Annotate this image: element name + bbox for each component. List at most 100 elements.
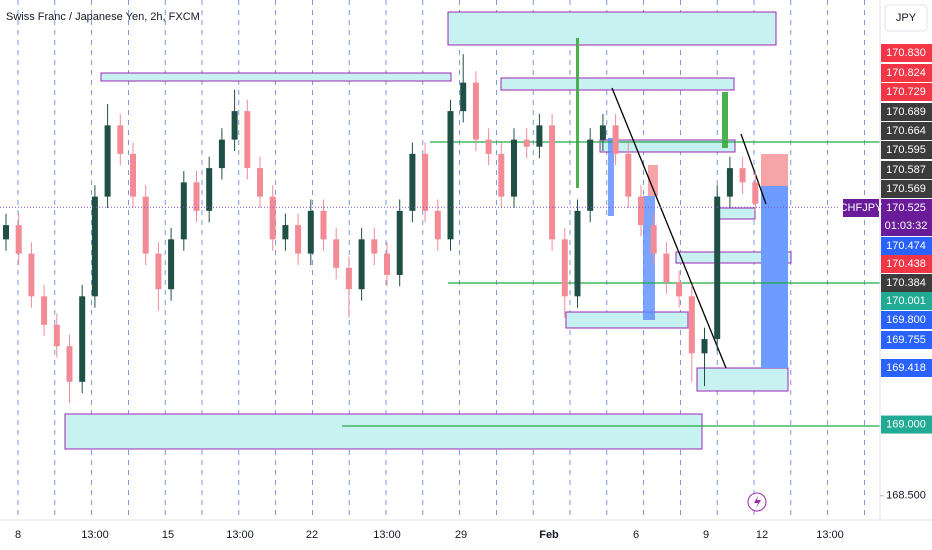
candle-body [638,196,644,226]
candle-body [244,111,251,169]
trend-line [611,87,727,369]
zone [500,77,735,91]
price-tag-label: 170.830 [886,47,926,59]
candle-body [320,210,327,240]
currency-label[interactable]: JPY [896,12,917,24]
candle-body [574,210,581,297]
candle-body [536,125,543,147]
candle-body [422,153,429,211]
zone [675,251,792,264]
price-tag-label: 170.824 [886,67,926,79]
candle-body [130,153,136,197]
candle-body [612,125,619,154]
price-tag [881,122,932,140]
candle-body [650,225,657,254]
candle-body [447,111,454,240]
price-tag-label: 170.474 [886,240,926,252]
candle-body [345,267,352,290]
price-tag-label: 169.800 [886,314,926,326]
candle-body [41,296,48,325]
candle-body [28,253,35,297]
price-tag-label: 169.755 [886,334,926,346]
price-tag-label: 170.438 [886,258,926,270]
candle-body [434,210,441,240]
price-tag [881,141,932,159]
candle-body [269,196,276,240]
zones [64,11,792,450]
candle-body [231,111,238,140]
candle-body [295,225,302,254]
zone [696,367,789,392]
candle-body [599,125,606,140]
price-tag-label: 170.729 [886,86,926,98]
current-price-label: 170.525 [886,202,926,214]
candle-body [663,253,670,283]
positions [576,38,788,368]
countdown: 01:03:32 [885,220,928,232]
symbol-label: CHFJPY [840,202,883,214]
position-bar [576,38,579,188]
candle-body [739,168,746,183]
price-tag [881,255,932,273]
price-tag [881,292,932,310]
candle-body [218,139,225,169]
candle-body [15,225,22,254]
price-tag-label: 170.689 [886,106,926,118]
x-tick-label: 12 [756,529,768,541]
candle-body [91,196,98,297]
trend-line [740,133,767,205]
candle-body [66,346,73,382]
price-tag-label: 170.587 [886,164,926,176]
candle-body [485,139,492,154]
zone [447,11,777,46]
price-tag [881,180,932,198]
price-tag [881,83,932,101]
x-tick-label: 13:00 [81,529,109,541]
candle-body [498,153,505,197]
x-tick-label: 29 [455,529,467,541]
candle-body [726,168,733,197]
position-bar [761,186,788,368]
position-bar [648,165,658,196]
candle-body [384,253,390,275]
price-tag-label: 169.000 [886,418,926,430]
price-tag [881,64,932,82]
price-tag [881,44,932,62]
position-bar [722,92,728,148]
candle-body [104,125,111,197]
candle-body [206,168,213,211]
price-tag [881,359,932,377]
x-tick-label: 13:00 [373,529,401,541]
candle-body [752,182,759,204]
price-tag-label: 170.595 [886,144,926,156]
candle-body [701,339,708,354]
candle-body [79,296,86,382]
candle-body [117,125,124,154]
candle-body [257,168,263,197]
currency-button[interactable] [884,4,928,32]
candle-body [307,210,314,254]
candle-body [472,82,479,140]
candle-body [193,182,200,211]
position-bar [608,138,614,216]
price-tag-label: 170.384 [886,277,926,289]
x-tick-label: Feb [539,529,559,541]
candle-body [676,282,683,297]
zone [565,311,689,329]
candle-body [460,82,467,112]
price-tag [881,311,932,329]
x-tick-label: 15 [162,529,174,541]
x-tick-label: 22 [306,529,318,541]
candle-body [714,196,721,340]
price-tag-label: 169.418 [886,362,926,374]
candle-body [511,139,517,197]
price-tag-label: 170.001 [886,295,926,307]
chart-title: Swiss Franc / Japanese Yen, 2h, FXCM [6,11,200,23]
price-tag [881,237,932,255]
candle-body [688,296,695,354]
candle-body [53,324,60,347]
candle-body [142,196,149,254]
price-tag [881,415,932,434]
